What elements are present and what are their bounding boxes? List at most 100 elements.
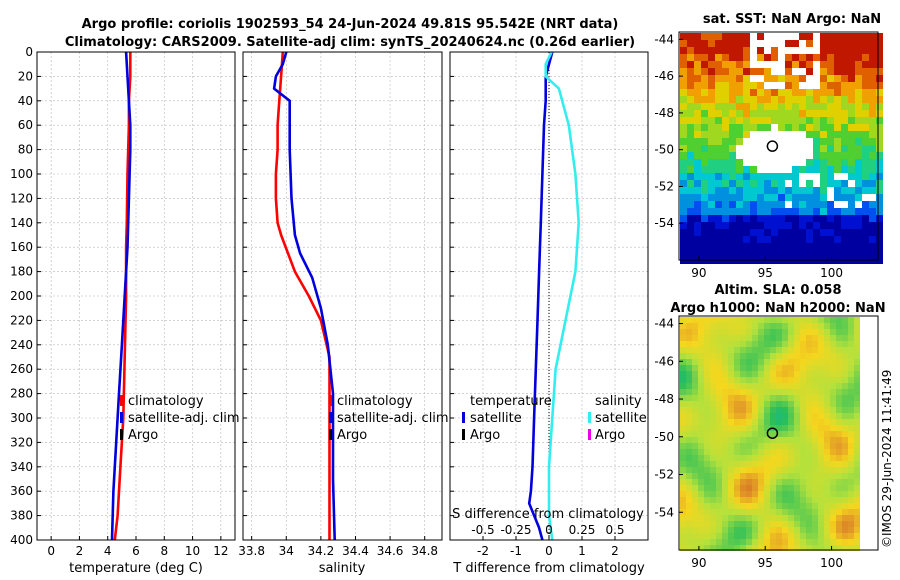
sla-cell: [680, 431, 686, 437]
sla-cell: [764, 413, 770, 419]
sla-cell: [806, 359, 812, 365]
sla-cell: [854, 467, 860, 473]
sla-cell: [686, 545, 692, 551]
sst-cell: [750, 131, 757, 138]
sla-cell: [698, 479, 704, 485]
sst-cell: [722, 159, 729, 166]
legend-temperature-satellite-label: satellite: [470, 411, 522, 426]
sst-cell: [694, 229, 701, 236]
sla-cell: [836, 323, 842, 329]
sla-cell: [764, 503, 770, 509]
sla-cell: [812, 371, 818, 377]
sla-cell: [764, 329, 770, 335]
sla-cell: [680, 353, 686, 359]
sla-cell: [686, 413, 692, 419]
sla-cell: [818, 503, 824, 509]
sla-cell: [728, 347, 734, 353]
sla-cell: [818, 395, 824, 401]
sla-cell: [800, 377, 806, 383]
sla-cell: [800, 461, 806, 467]
sst-cell: [834, 96, 841, 103]
sla-cell: [776, 323, 782, 329]
sla-cell: [818, 341, 824, 347]
sst-cell: [708, 180, 715, 187]
sst-cell: [708, 152, 715, 159]
sst-cell: [750, 152, 757, 159]
sla-cell: [824, 335, 830, 341]
sst-cell: [722, 152, 729, 159]
sst-cell: [708, 89, 715, 96]
sla-cell: [746, 497, 752, 503]
sst-cell: [827, 166, 834, 173]
sst-cell: [813, 250, 820, 257]
sst-cell: [827, 103, 834, 110]
sla-cell: [680, 347, 686, 353]
sla-cell: [794, 317, 800, 323]
sla-cell: [860, 437, 866, 443]
sla-cell: [746, 443, 752, 449]
sst-cell: [806, 33, 813, 40]
sla-cell: [818, 497, 824, 503]
temperature-x-axis-label: temperature (deg C): [69, 561, 203, 576]
sst-cell: [876, 257, 883, 264]
sst-cell: [750, 117, 757, 124]
sst-cell: [841, 89, 848, 96]
sla-cell: [692, 317, 698, 323]
sst-cell: [855, 138, 862, 145]
sla-cell: [872, 329, 878, 335]
sst-cell: [862, 110, 869, 117]
sst-cell: [764, 75, 771, 82]
sla-cell: [740, 413, 746, 419]
sla-cell: [806, 485, 812, 491]
sst-cell: [736, 229, 743, 236]
sla-cell: [818, 359, 824, 365]
sla-cell: [824, 467, 830, 473]
sst-cell: [708, 201, 715, 208]
sst-cell: [855, 194, 862, 201]
sla-cell: [782, 383, 788, 389]
sla-cell: [680, 455, 686, 461]
sla-cell: [806, 533, 812, 539]
sst-cell: [736, 131, 743, 138]
sst-cell: [778, 194, 785, 201]
sla-cell: [794, 419, 800, 425]
sst-cell: [792, 68, 799, 75]
sla-cell: [788, 509, 794, 515]
sla-cell: [740, 545, 746, 551]
sla-cell: [818, 431, 824, 437]
sla-cell: [830, 359, 836, 365]
sla-cell: [758, 485, 764, 491]
sla-cell: [686, 419, 692, 425]
legend-satellite-label: satellite-adj. clim: [337, 411, 449, 426]
sst-cell: [806, 159, 813, 166]
sla-cell: [722, 389, 728, 395]
sst-cell: [722, 89, 729, 96]
sla-cell: [800, 371, 806, 377]
latitude-tick-label: -46: [654, 354, 674, 368]
sla-cell: [818, 413, 824, 419]
sla-cell: [698, 533, 704, 539]
sst-cell: [855, 187, 862, 194]
sst-cell: [862, 187, 869, 194]
sla-cell: [680, 407, 686, 413]
sla-cell: [728, 515, 734, 521]
sla-cell: [872, 533, 878, 539]
sla-cell: [782, 521, 788, 527]
sst-cell: [799, 82, 806, 89]
sst-cell: [876, 33, 883, 40]
sla-cell: [824, 359, 830, 365]
sla-cell: [788, 461, 794, 467]
sst-cell: [729, 229, 736, 236]
sla-cell: [734, 473, 740, 479]
sla-cell: [710, 317, 716, 323]
sla-cell: [710, 323, 716, 329]
sst-cell: [876, 103, 883, 110]
sst-cell: [687, 89, 694, 96]
sst-cell: [687, 173, 694, 180]
sla-cell: [824, 383, 830, 389]
sla-cell: [752, 479, 758, 485]
sla-cell: [782, 389, 788, 395]
sst-cell: [701, 75, 708, 82]
sla-cell: [872, 491, 878, 497]
sla-cell: [812, 443, 818, 449]
